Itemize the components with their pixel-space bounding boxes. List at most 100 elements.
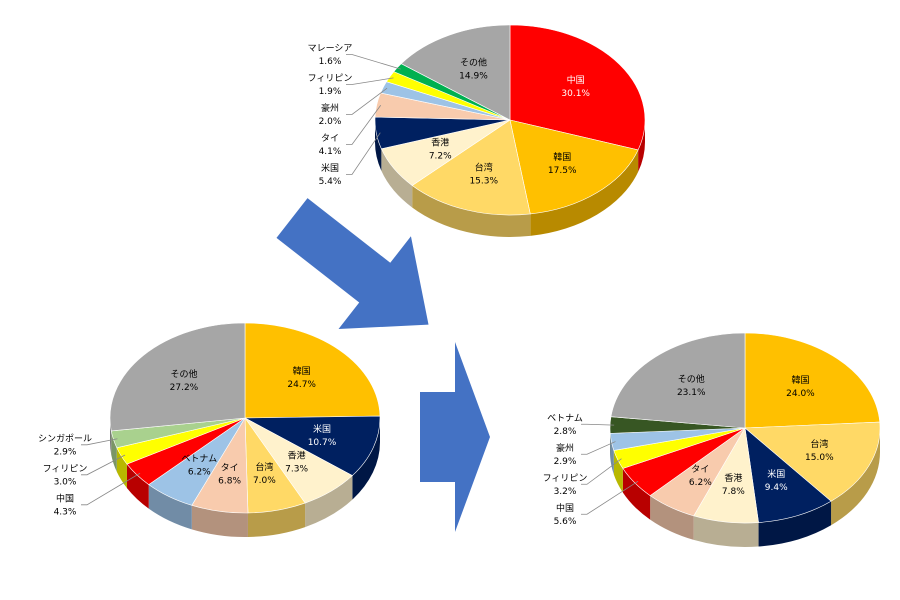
value-label: 1.9% <box>319 87 342 97</box>
slice <box>744 421 881 502</box>
slice-label: フィリピン <box>543 473 588 484</box>
slice <box>509 24 646 151</box>
slice <box>244 322 381 419</box>
slice-side <box>247 503 306 537</box>
value-label: 2.9% <box>554 457 577 467</box>
slice-label: 中国 <box>567 74 585 86</box>
leader-line <box>81 438 118 446</box>
slice-label: 香港 <box>724 472 742 484</box>
arrow-shape <box>276 198 429 329</box>
value-label: 17.5% <box>548 166 577 176</box>
value-label: 7.3% <box>285 464 308 474</box>
slice-label: 香港 <box>431 137 449 149</box>
slice-side <box>111 430 117 472</box>
slice <box>109 322 246 432</box>
slice <box>509 119 639 215</box>
leader-line <box>581 441 616 455</box>
slice-label: 韓国 <box>553 152 571 163</box>
slice-side <box>693 515 759 547</box>
slice-side <box>375 120 382 171</box>
slice-label: その他 <box>170 368 197 380</box>
slice-label: タイ <box>321 133 339 144</box>
value-label: 4.3% <box>54 507 77 517</box>
slice-label: シンガポール <box>38 433 92 444</box>
value-label: 2.8% <box>554 427 577 437</box>
slice-label: タイ <box>221 462 239 473</box>
value-label: 5.6% <box>554 517 577 527</box>
value-label: 3.2% <box>554 487 577 497</box>
slice <box>243 415 381 476</box>
value-label: 1.6% <box>319 57 342 67</box>
value-label: 5.4% <box>319 177 342 187</box>
value-label: 7.0% <box>253 476 276 486</box>
slice-label: その他 <box>460 57 487 69</box>
leader-line <box>581 458 622 485</box>
value-label: 2.9% <box>54 447 77 457</box>
slice-label: フィリピン <box>308 73 353 84</box>
slice <box>744 332 881 429</box>
slice-side <box>638 120 646 172</box>
value-label: 15.3% <box>469 176 498 186</box>
slice-label: 中国 <box>556 502 574 514</box>
slice-label: 米国 <box>321 162 339 174</box>
value-label: 30.1% <box>561 89 590 99</box>
leader-line <box>346 54 401 70</box>
slice-label: その他 <box>678 373 705 385</box>
leader-line <box>81 454 126 476</box>
slice-side <box>622 468 651 520</box>
value-label: 9.4% <box>765 483 788 493</box>
slice-label: 韓国 <box>791 375 809 386</box>
value-label: 24.0% <box>786 389 815 399</box>
slice-side <box>758 501 832 547</box>
value-label: 3.0% <box>54 477 77 487</box>
slice-side <box>530 149 639 236</box>
value-label: 6.8% <box>218 476 241 486</box>
value-label: 6.2% <box>689 478 712 488</box>
leader-line <box>346 87 388 115</box>
slice-label: 豪州 <box>556 442 574 454</box>
leader-line <box>581 423 615 426</box>
slice-label: ベトナム <box>181 454 217 465</box>
value-label: 2.0% <box>319 117 342 127</box>
leader-line <box>581 480 639 515</box>
slice <box>610 332 746 429</box>
slice-label: 台湾 <box>475 161 493 173</box>
slice-side <box>148 484 192 530</box>
slice <box>411 119 531 216</box>
pie: 韓国 24.0% 台湾 15.0% 米国 9.4% 香港 7.8% タイ 6.2% その他 23.1%… <box>543 332 881 547</box>
slice-label: 米国 <box>313 423 331 435</box>
value-label: 15.0% <box>805 453 834 463</box>
slice <box>744 427 832 523</box>
arrow-down-right <box>276 198 429 329</box>
slice-label: ベトナム <box>547 413 583 424</box>
leader-line <box>346 132 381 175</box>
slice-side <box>650 495 694 540</box>
arrow-right <box>420 342 490 532</box>
slice-side <box>110 418 112 455</box>
value-label: 27.2% <box>170 383 199 393</box>
slice-side <box>352 418 380 500</box>
leader-line <box>346 105 382 145</box>
value-label: 10.7% <box>308 438 337 448</box>
leader-line <box>346 77 394 85</box>
value-label: 7.2% <box>429 152 452 162</box>
slice-label: フィリピン <box>43 463 88 474</box>
slice-label: 豪州 <box>321 102 339 114</box>
slice-label: 韓国 <box>293 366 311 377</box>
slice-label: 香港 <box>288 449 306 461</box>
slice-label: タイ <box>691 464 709 475</box>
slice-side <box>831 428 880 526</box>
pie: 中国 30.1% 韓国 17.5% 台湾 15.3% 香港 7.2% その他 14.9% マレーシア… <box>308 24 646 237</box>
slice-label: 台湾 <box>810 438 828 450</box>
slice-side <box>613 450 623 493</box>
leader-line <box>81 472 141 506</box>
value-label: 7.8% <box>722 487 745 497</box>
value-label: 23.1% <box>677 388 706 398</box>
slice-label: 米国 <box>767 468 785 480</box>
value-label: 14.9% <box>459 72 488 82</box>
value-label: 24.7% <box>287 380 316 390</box>
slice-side <box>126 464 149 509</box>
slice <box>400 24 511 121</box>
slice-side <box>191 505 248 537</box>
